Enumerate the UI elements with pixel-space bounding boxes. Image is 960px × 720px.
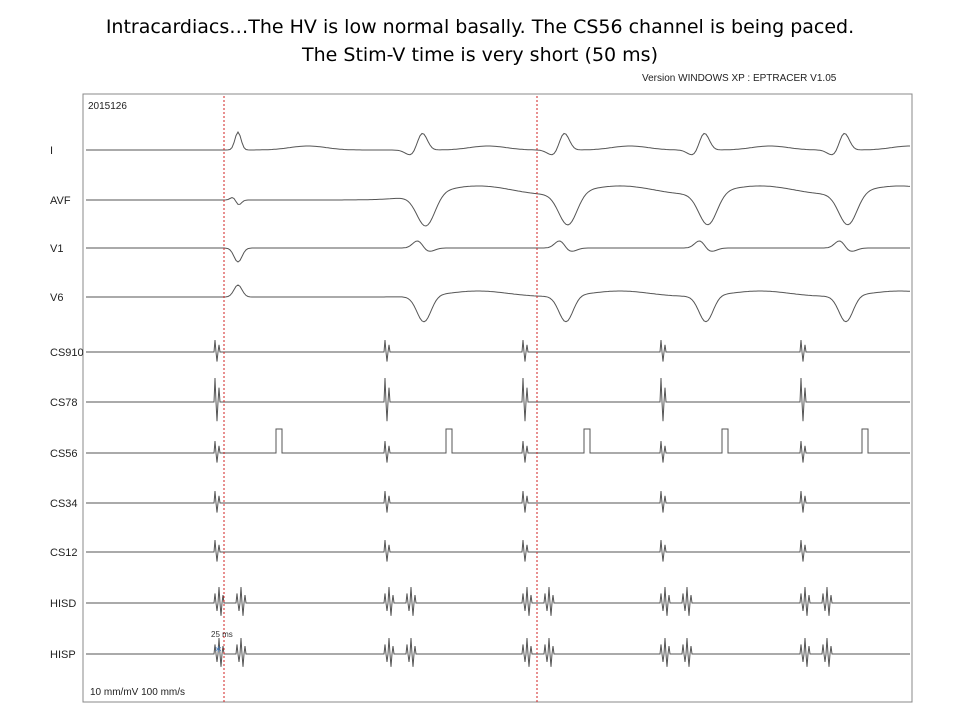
trace-i — [86, 130, 910, 156]
trace-cs910 — [86, 339, 910, 362]
channel-label-hisp: HISP — [50, 649, 76, 661]
trace-cs12 — [86, 539, 910, 562]
channel-label-cs910: CS910 — [50, 347, 84, 359]
slide-title-line-1: Intracardiacs…The HV is low normal basal… — [105, 16, 855, 38]
trace-hisp — [86, 637, 910, 667]
asterisk-marker: * — [215, 645, 222, 660]
channel-traces — [86, 130, 911, 667]
channel-labels: I AVF V1 V6 CS910 CS78 CS56 CS34 CS12 HISD HISP — [50, 145, 84, 661]
channel-label-cs12: CS12 — [50, 547, 78, 559]
trace-hisd — [86, 586, 910, 616]
trace-cs56 — [86, 428, 910, 463]
software-version-label: Version WINDOWS XP : EPTRACER V1.05 — [642, 73, 837, 84]
scale-label: 10 mm/mV 100 mm/s — [90, 687, 185, 698]
channel-label-cs78: CS78 — [50, 397, 78, 409]
interval-label: 25 ms — [211, 630, 233, 639]
trace-v6 — [86, 284, 911, 323]
trace-v1 — [86, 240, 910, 263]
channel-label-avf: AVF — [50, 195, 71, 207]
channel-label-i: I — [50, 145, 53, 157]
channel-label-v1: V1 — [50, 243, 63, 255]
channel-label-v6: V6 — [50, 292, 63, 304]
slide-title-line-2: The Stim-V time is very short (50 ms) — [302, 44, 658, 66]
channel-label-hisd: HISD — [50, 598, 76, 610]
channel-label-cs56: CS56 — [50, 448, 78, 460]
trace-cs34 — [86, 490, 910, 513]
channel-label-cs34: CS34 — [50, 498, 78, 510]
trace-avf — [86, 185, 911, 227]
tracing-frame — [82, 93, 913, 703]
trace-cs78 — [86, 377, 910, 422]
case-id: 2015126 — [88, 101, 127, 112]
